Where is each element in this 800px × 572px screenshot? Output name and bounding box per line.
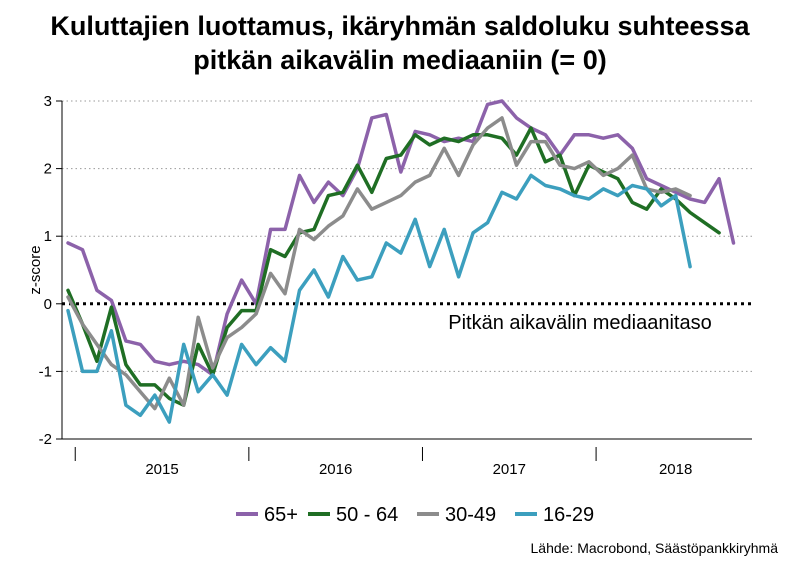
y-tick-label: 1 — [44, 228, 52, 245]
y-tick-label: -2 — [39, 431, 52, 448]
y-tick-label: 3 — [44, 93, 52, 110]
y-tick-label: -1 — [39, 363, 52, 380]
x-tick-label: 2018 — [659, 461, 692, 478]
x-tick-label: 2017 — [493, 461, 526, 478]
y-tick-label: 0 — [44, 296, 52, 313]
series-line-50-64 — [66, 126, 721, 407]
x-tick-label: 2015 — [145, 461, 178, 478]
series-line-16-29 — [66, 173, 692, 424]
legend-label: 50 - 64 — [336, 504, 398, 526]
chart-title-line1: Kuluttajien luottamus, ikäryhmän saldolu… — [50, 11, 750, 41]
legend-label: 30-49 — [445, 504, 496, 526]
y-axis-ticks: -2 -1 0 1 2 3 — [39, 93, 63, 448]
legend-label: 65+ — [264, 504, 298, 526]
x-tick-label: 2016 — [319, 461, 352, 478]
series-line-30-49 — [66, 116, 692, 411]
y-tick-label: 2 — [44, 161, 52, 178]
y-axis-label: z-score — [27, 245, 44, 294]
x-axis: 2015 2016 2017 2018 — [62, 438, 752, 478]
series-lines — [66, 99, 736, 424]
legend: 65+ 50 - 64 30-49 16-29 — [236, 504, 594, 526]
legend-label: 16-29 — [543, 504, 594, 526]
zero-line-group: Pitkän aikavälin mediaanitaso — [62, 302, 752, 334]
source-note: Lähde: Macrobond, Säästöpankkiryhmä — [530, 540, 778, 556]
zero-line-label: Pitkän aikavälin mediaanitaso — [448, 312, 712, 334]
chart-title-line2: pitkän aikavälin mediaaniin (= 0) — [193, 45, 607, 75]
